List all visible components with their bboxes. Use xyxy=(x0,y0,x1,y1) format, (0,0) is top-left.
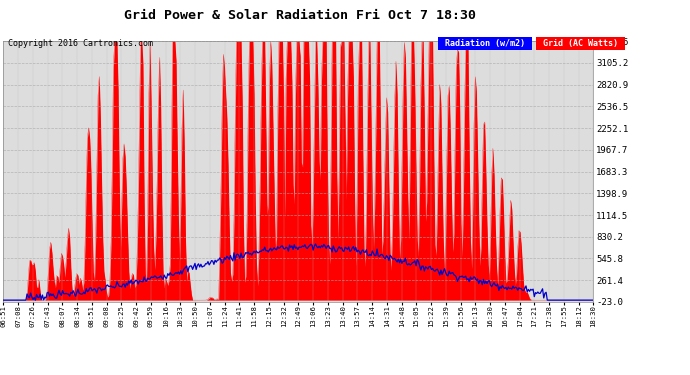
Text: Copyright 2016 Cartronics.com: Copyright 2016 Cartronics.com xyxy=(8,39,153,48)
Text: Radiation (w/m2): Radiation (w/m2) xyxy=(440,39,530,48)
Text: Grid Power & Solar Radiation Fri Oct 7 18:30: Grid Power & Solar Radiation Fri Oct 7 1… xyxy=(124,9,476,22)
Text: Grid (AC Watts): Grid (AC Watts) xyxy=(538,39,623,48)
